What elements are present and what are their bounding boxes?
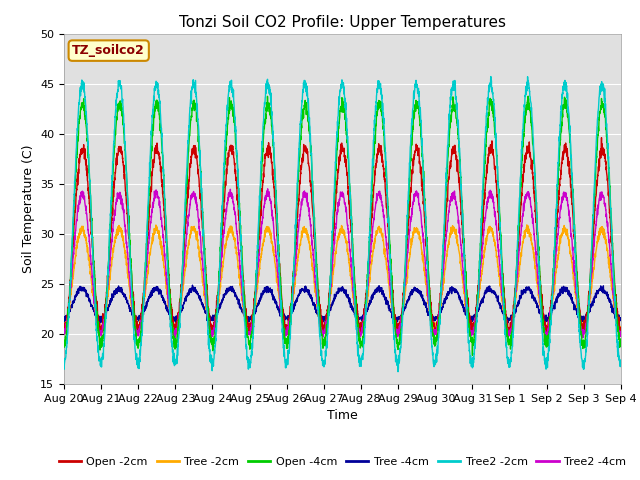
- X-axis label: Time: Time: [327, 409, 358, 422]
- Legend: Open -2cm, Tree -2cm, Open -4cm, Tree -4cm, Tree2 -2cm, Tree2 -4cm: Open -2cm, Tree -2cm, Open -4cm, Tree -4…: [54, 453, 630, 471]
- Y-axis label: Soil Temperature (C): Soil Temperature (C): [22, 144, 35, 273]
- Text: TZ_soilco2: TZ_soilco2: [72, 44, 145, 57]
- Title: Tonzi Soil CO2 Profile: Upper Temperatures: Tonzi Soil CO2 Profile: Upper Temperatur…: [179, 15, 506, 30]
